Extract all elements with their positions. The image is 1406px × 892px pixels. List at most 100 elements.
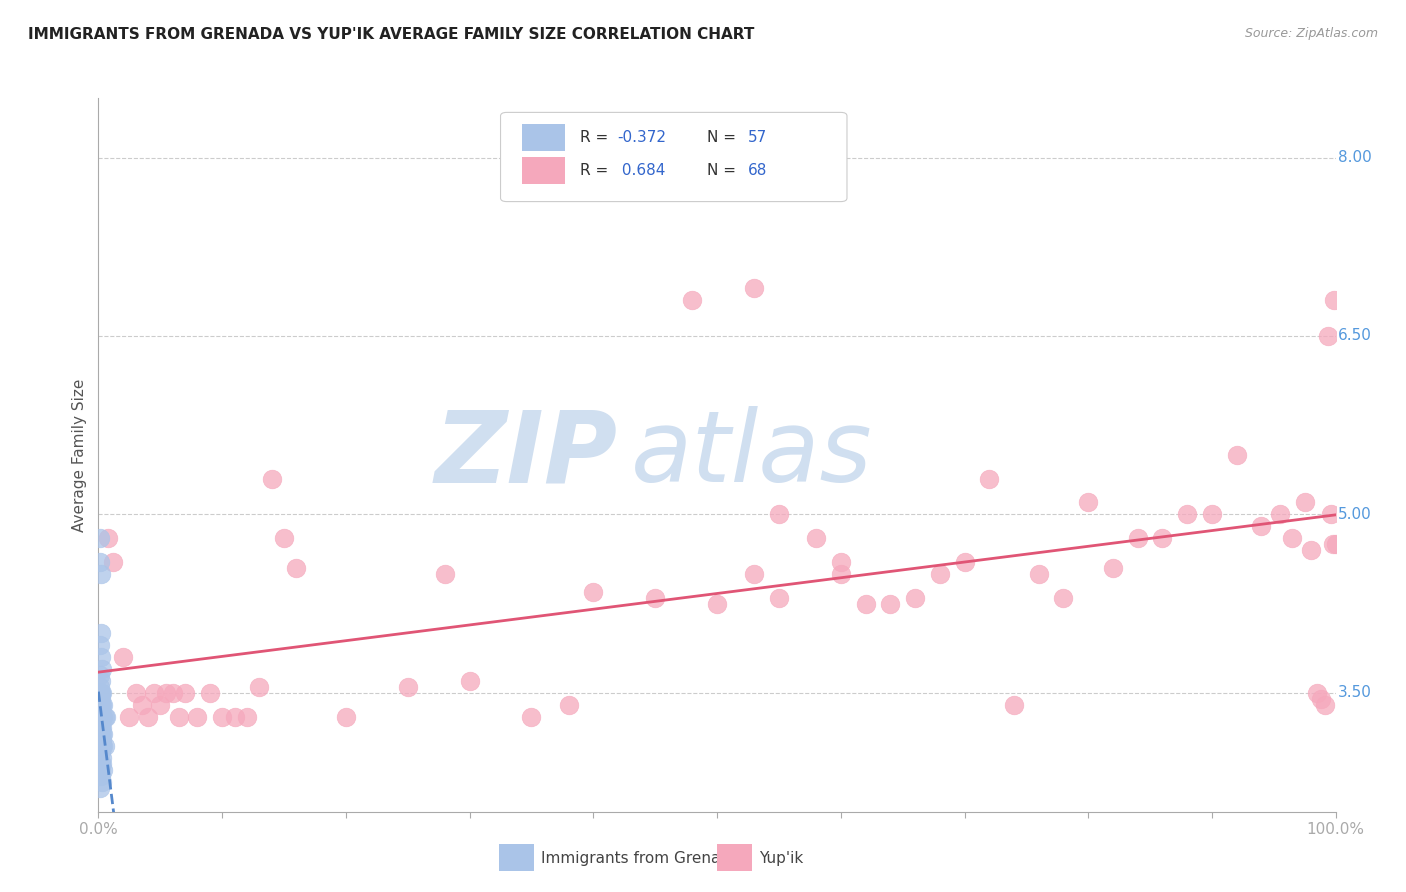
Text: ZIP: ZIP xyxy=(434,407,619,503)
Point xyxy=(124,686,146,700)
Point xyxy=(89,704,111,718)
Point xyxy=(953,555,976,569)
Point xyxy=(118,709,141,723)
FancyBboxPatch shape xyxy=(522,124,565,151)
Text: Source: ZipAtlas.com: Source: ZipAtlas.com xyxy=(1244,27,1378,40)
Point xyxy=(89,763,111,777)
Point xyxy=(1323,293,1346,308)
Point xyxy=(1052,591,1074,605)
Point xyxy=(103,555,125,569)
Point xyxy=(768,591,790,605)
Point xyxy=(97,531,120,545)
Point xyxy=(93,763,115,777)
Point xyxy=(91,727,114,741)
Point xyxy=(198,686,221,700)
Point xyxy=(1152,531,1174,545)
Point xyxy=(1077,495,1099,509)
Text: N =: N = xyxy=(707,162,741,178)
Point xyxy=(1002,698,1025,712)
Point xyxy=(90,626,112,640)
Text: 5.00: 5.00 xyxy=(1339,507,1372,522)
Point xyxy=(90,566,112,581)
Point xyxy=(90,650,112,665)
Point xyxy=(1317,329,1340,343)
Point xyxy=(89,769,111,783)
Point xyxy=(89,638,111,652)
Point xyxy=(91,662,114,676)
Point xyxy=(89,691,111,706)
Point xyxy=(1250,519,1272,533)
Point xyxy=(644,591,666,605)
Point xyxy=(91,686,114,700)
Point xyxy=(89,680,111,694)
Point xyxy=(681,293,703,308)
Point xyxy=(879,597,901,611)
Point xyxy=(89,686,111,700)
Point xyxy=(90,745,112,759)
Point xyxy=(91,757,114,772)
Point xyxy=(91,709,114,723)
Point xyxy=(90,757,112,772)
Point xyxy=(91,751,114,765)
Point xyxy=(90,715,112,730)
Point xyxy=(155,686,177,700)
Point xyxy=(90,686,112,700)
Point xyxy=(93,709,115,723)
Point xyxy=(89,698,111,712)
Point xyxy=(90,686,112,700)
Point xyxy=(742,281,765,295)
Point xyxy=(186,709,208,723)
Point xyxy=(396,680,419,694)
Point xyxy=(91,775,114,789)
Text: 3.50: 3.50 xyxy=(1339,685,1372,700)
Point xyxy=(830,555,852,569)
Point xyxy=(979,472,1001,486)
Point xyxy=(335,709,357,723)
Point xyxy=(928,566,950,581)
Point xyxy=(1306,686,1329,700)
Point xyxy=(1324,537,1347,551)
Point xyxy=(131,698,153,712)
Point xyxy=(557,698,579,712)
Point xyxy=(1313,698,1336,712)
Point xyxy=(90,733,112,747)
Point xyxy=(91,733,114,747)
Point xyxy=(149,698,172,712)
Point xyxy=(91,698,114,712)
Point xyxy=(247,680,270,694)
Point xyxy=(93,739,115,754)
Point xyxy=(90,704,112,718)
Point xyxy=(260,472,283,486)
Point xyxy=(236,709,259,723)
FancyBboxPatch shape xyxy=(522,157,565,184)
Point xyxy=(89,709,111,723)
Point xyxy=(1294,495,1316,509)
Text: Yup'ik: Yup'ik xyxy=(759,851,803,865)
Point xyxy=(1102,561,1125,575)
Text: R =: R = xyxy=(579,130,613,145)
Point xyxy=(855,597,877,611)
Point xyxy=(1309,691,1331,706)
Point xyxy=(90,769,112,783)
Point xyxy=(1319,508,1341,522)
Point xyxy=(112,650,135,665)
Point xyxy=(174,686,197,700)
Point xyxy=(1226,448,1249,462)
Point xyxy=(1268,508,1291,522)
Point xyxy=(582,584,605,599)
Point xyxy=(89,686,111,700)
Point xyxy=(1201,508,1223,522)
Point xyxy=(89,668,111,682)
Point xyxy=(804,531,827,545)
Point xyxy=(90,727,112,741)
Point xyxy=(89,722,111,736)
Point xyxy=(90,763,112,777)
Point xyxy=(904,591,927,605)
Point xyxy=(1322,537,1344,551)
Point xyxy=(1299,543,1322,558)
Point xyxy=(91,722,114,736)
Point xyxy=(1281,531,1303,545)
Point xyxy=(143,686,166,700)
Text: R =: R = xyxy=(579,162,613,178)
Point xyxy=(91,739,114,754)
